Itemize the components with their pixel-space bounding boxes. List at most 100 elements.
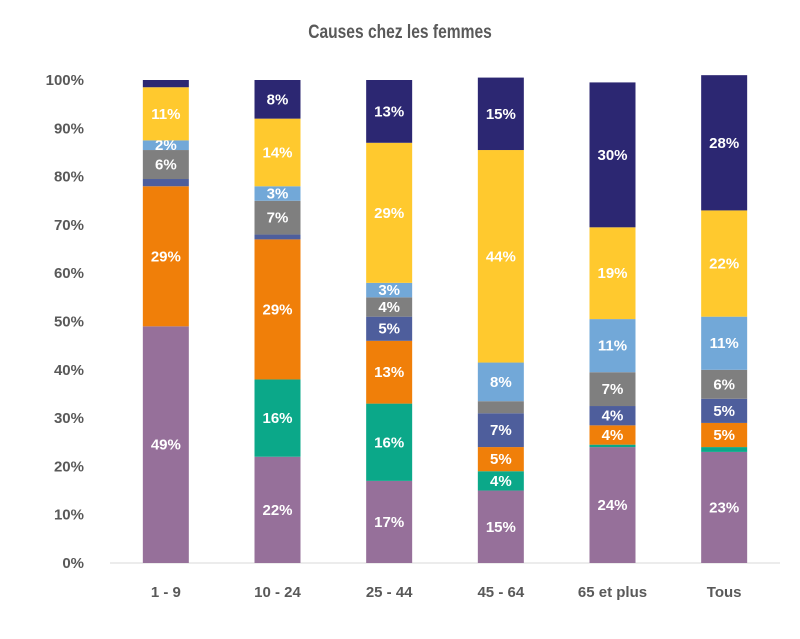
bar-segment bbox=[366, 340, 413, 404]
bar-segment bbox=[477, 490, 524, 563]
bar-segment bbox=[254, 80, 301, 119]
x-tick-label: 10 - 24 bbox=[254, 584, 301, 601]
x-tick-label: 45 - 64 bbox=[477, 584, 524, 601]
data-label: 11% bbox=[598, 338, 627, 355]
x-tick-label: 65 et plus bbox=[578, 584, 647, 601]
data-label: 24% bbox=[597, 497, 627, 514]
data-label: 4% bbox=[490, 473, 512, 490]
data-label: 5% bbox=[378, 321, 400, 338]
bar-segment bbox=[142, 326, 189, 563]
bar-segment bbox=[366, 282, 413, 298]
bar-segment bbox=[254, 239, 301, 380]
bar-segment bbox=[142, 186, 189, 327]
data-label: 7% bbox=[490, 422, 512, 439]
bar-segment bbox=[589, 227, 636, 320]
data-label: 3% bbox=[267, 186, 289, 203]
bar-segment bbox=[366, 480, 413, 563]
data-label: 4% bbox=[378, 299, 400, 316]
bar-segment bbox=[142, 140, 189, 151]
x-tick-label: 25 - 44 bbox=[366, 584, 413, 601]
data-label: 16% bbox=[262, 410, 292, 427]
data-label: 8% bbox=[267, 91, 289, 108]
data-label: 5% bbox=[713, 403, 735, 420]
data-label: 7% bbox=[602, 381, 624, 398]
bar-segment bbox=[701, 316, 748, 370]
chart-title: Causes chez les femmes bbox=[308, 22, 492, 43]
bar-segment bbox=[701, 369, 748, 399]
data-label: 29% bbox=[374, 205, 404, 222]
bar-segment bbox=[477, 362, 524, 402]
data-label: 28% bbox=[709, 135, 739, 152]
bar-segment bbox=[254, 456, 301, 563]
bar-segment bbox=[701, 398, 748, 423]
data-label: 5% bbox=[713, 427, 735, 444]
bar-segment bbox=[589, 372, 636, 407]
data-label: 44% bbox=[486, 248, 516, 265]
data-label: 22% bbox=[262, 502, 292, 519]
bar-segment bbox=[477, 150, 524, 363]
data-label: 11% bbox=[710, 335, 739, 352]
x-tick-label: Tous bbox=[707, 584, 742, 601]
data-label: 13% bbox=[374, 103, 404, 120]
bar-segment bbox=[589, 82, 636, 228]
y-tick-label: 30% bbox=[54, 410, 84, 427]
bar-segment bbox=[701, 210, 748, 317]
bar-segment bbox=[477, 471, 524, 491]
bar-segment bbox=[142, 150, 189, 180]
data-label: 49% bbox=[151, 437, 181, 454]
bar-segment bbox=[142, 179, 189, 187]
bar-segment bbox=[254, 234, 301, 240]
bar-segment bbox=[366, 142, 413, 283]
y-tick-label: 80% bbox=[54, 169, 84, 186]
bar-segment bbox=[142, 80, 189, 88]
bar-segment bbox=[477, 447, 524, 472]
y-tick-label: 50% bbox=[54, 314, 84, 331]
y-tick-label: 90% bbox=[54, 120, 84, 137]
data-label: 5% bbox=[490, 451, 512, 468]
data-label: 15% bbox=[486, 106, 516, 123]
data-label: 29% bbox=[151, 248, 181, 265]
bar-segment bbox=[366, 80, 413, 143]
data-label: 3% bbox=[378, 282, 400, 299]
y-tick-label: 20% bbox=[54, 458, 84, 475]
data-label: 4% bbox=[602, 408, 624, 425]
bar-segment bbox=[254, 379, 301, 457]
bar-segment bbox=[701, 422, 748, 448]
y-tick-label: 40% bbox=[54, 362, 84, 379]
data-label: 19% bbox=[597, 265, 627, 282]
data-label: 14% bbox=[262, 144, 292, 161]
bar-segment bbox=[366, 316, 413, 341]
bar-segment bbox=[589, 444, 636, 448]
data-label: 11% bbox=[151, 106, 180, 123]
data-label: 6% bbox=[155, 157, 177, 174]
y-tick-label: 10% bbox=[54, 507, 84, 524]
y-tick-label: 0% bbox=[62, 555, 84, 572]
data-label: 16% bbox=[374, 434, 404, 451]
bar-segment bbox=[701, 447, 748, 452]
y-tick-label: 60% bbox=[54, 265, 84, 282]
data-label: 15% bbox=[486, 519, 516, 536]
data-label: 29% bbox=[262, 301, 292, 318]
bar-segment bbox=[254, 186, 301, 201]
bar-segment bbox=[477, 413, 524, 448]
y-tick-label: 100% bbox=[46, 72, 84, 89]
data-label: 13% bbox=[374, 364, 404, 381]
x-tick-label: 1 - 9 bbox=[151, 584, 181, 601]
data-label: 7% bbox=[267, 210, 289, 227]
data-label: 22% bbox=[709, 256, 739, 273]
bar-segment bbox=[701, 451, 748, 563]
data-label: 30% bbox=[597, 147, 627, 164]
bar-segment bbox=[589, 319, 636, 373]
bar-segment bbox=[477, 77, 524, 151]
bar-segment bbox=[366, 297, 413, 317]
data-label: 4% bbox=[602, 427, 624, 444]
bar-segment bbox=[254, 118, 301, 187]
y-tick-label: 70% bbox=[54, 217, 84, 234]
bar-segment bbox=[254, 200, 301, 235]
bar-segment bbox=[589, 406, 636, 426]
data-label: 6% bbox=[713, 376, 735, 393]
bar-segment bbox=[589, 425, 636, 445]
data-label: 2% bbox=[155, 137, 177, 154]
